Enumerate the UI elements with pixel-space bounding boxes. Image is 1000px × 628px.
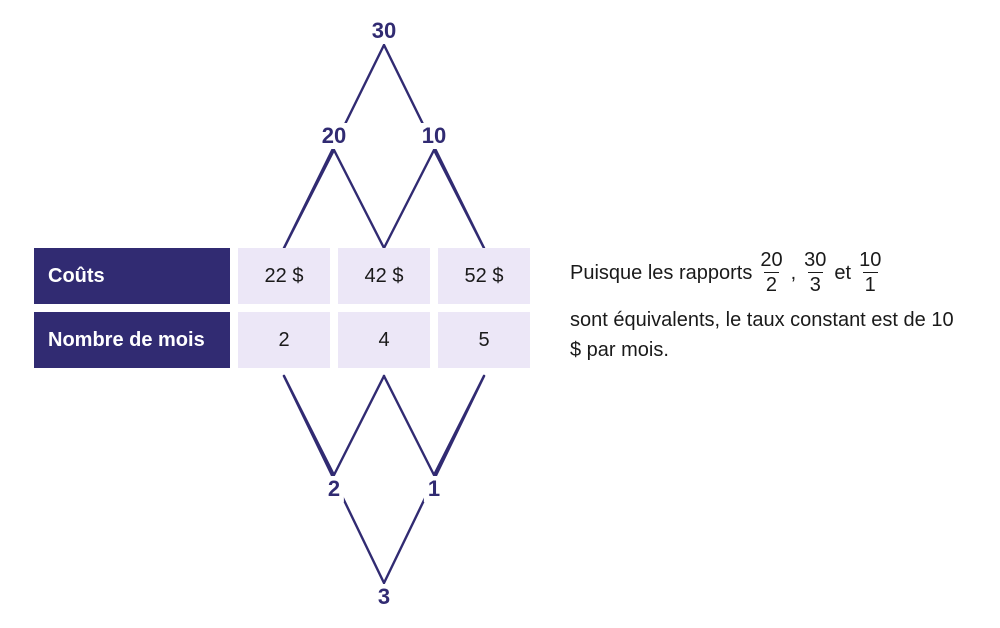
table-row: Nombre de mois 2 4 5 <box>34 312 532 368</box>
fraction: 10 1 <box>857 250 883 295</box>
cell: 42 $ <box>338 248 430 304</box>
explanation-text: Puisque les rapports 20 2 , 30 3 et 10 1… <box>570 250 960 365</box>
table-row: Coûts 22 $ 42 $ 52 $ <box>34 248 532 304</box>
diff-label-bottom-left: 2 <box>324 476 344 502</box>
caption-line2: sont équivalents, le taux constant est d… <box>570 305 960 365</box>
diff-label-bottom-outer: 3 <box>374 584 394 610</box>
row-header-months: Nombre de mois <box>34 312 230 368</box>
caption-sep: , <box>791 258 797 288</box>
diff-label-top-left: 20 <box>318 123 350 149</box>
diff-label-top-outer: 30 <box>368 18 400 44</box>
caption-and: et <box>834 258 851 288</box>
row-header-costs: Coûts <box>34 248 230 304</box>
cell: 5 <box>438 312 530 368</box>
cell: 4 <box>338 312 430 368</box>
ratio-table: Coûts 22 $ 42 $ 52 $ Nombre de mois 2 4 … <box>34 248 532 368</box>
diagram-stage: 30 20 10 2 1 3 Coûts 22 $ 42 $ 52 $ Nomb… <box>0 0 1000 628</box>
caption-prefix: Puisque les rapports <box>570 258 752 288</box>
cell: 2 <box>238 312 330 368</box>
diff-label-top-right: 10 <box>418 123 450 149</box>
cell: 52 $ <box>438 248 530 304</box>
cell: 22 $ <box>238 248 330 304</box>
fraction: 30 3 <box>802 250 828 295</box>
fraction: 20 2 <box>758 250 784 295</box>
diff-label-bottom-right: 1 <box>424 476 444 502</box>
